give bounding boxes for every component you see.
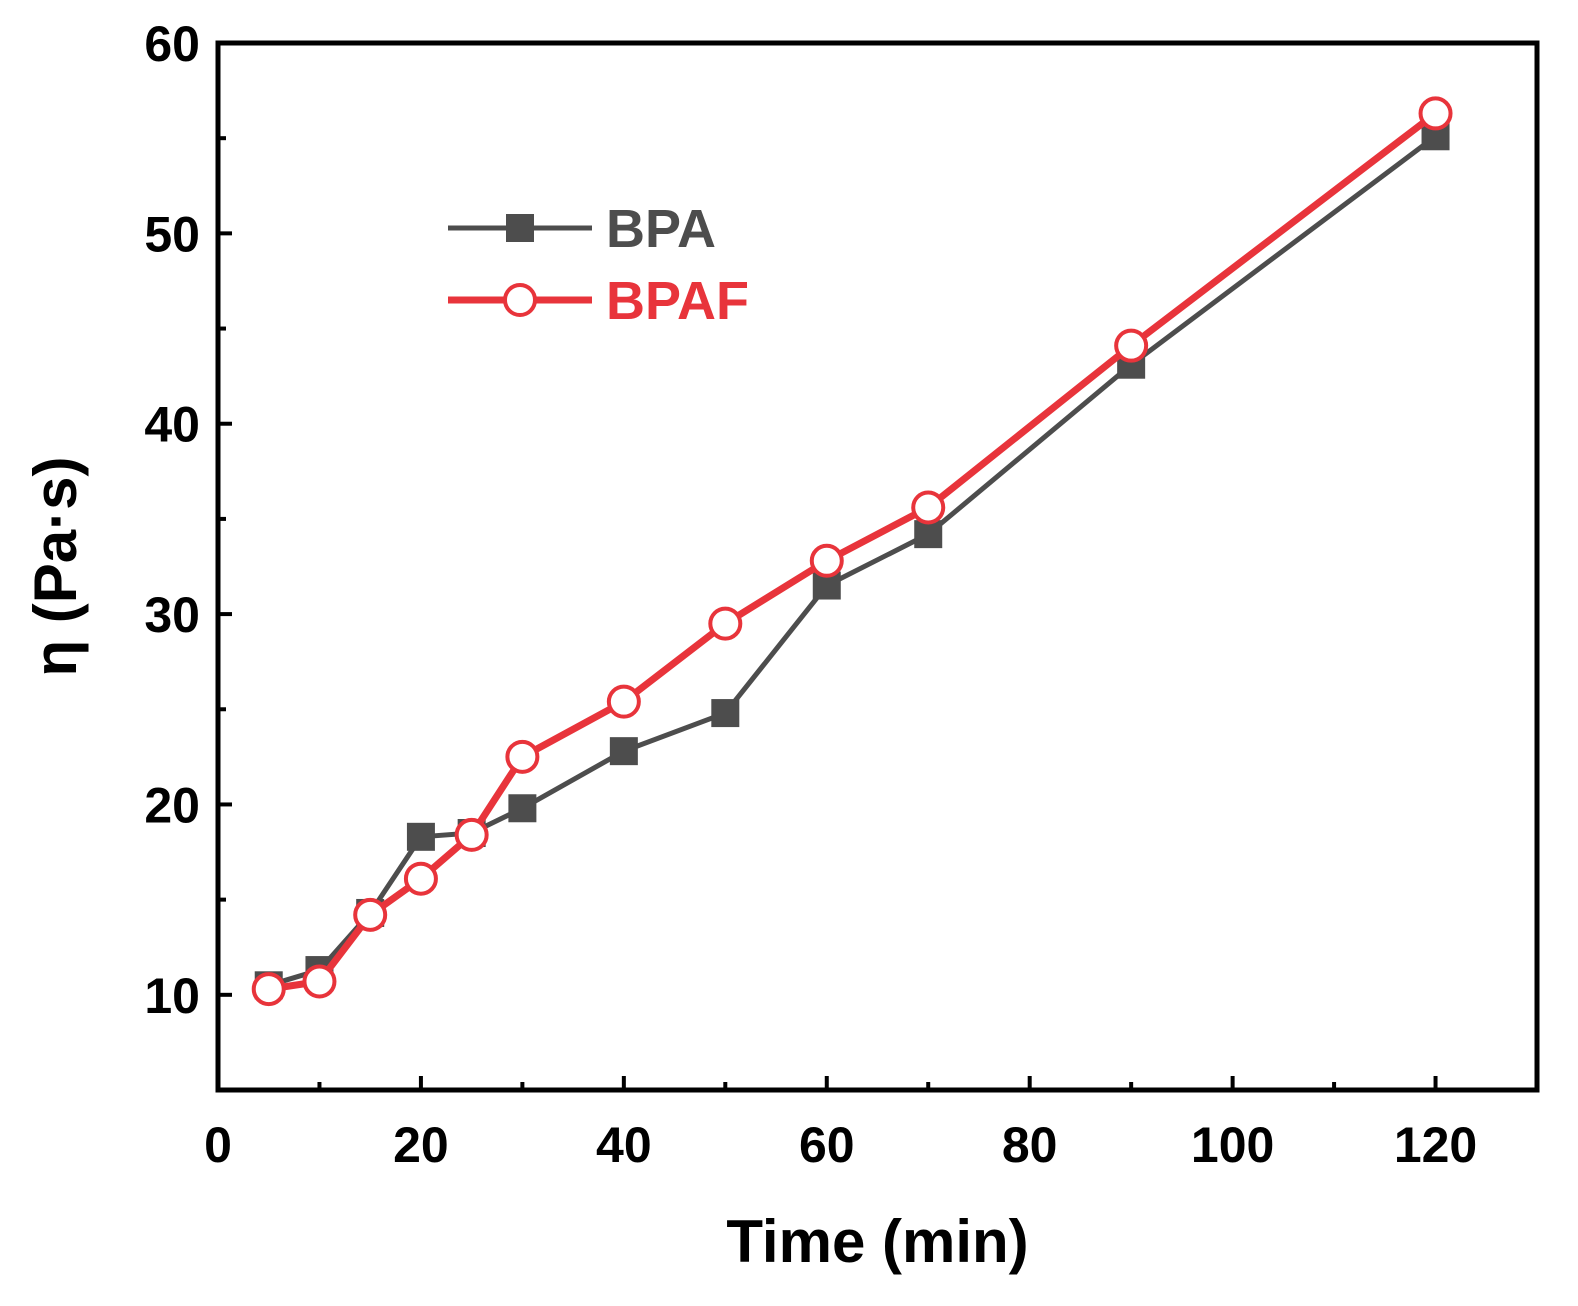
data-point-bpaf	[403, 861, 438, 896]
data-point-bpa	[914, 520, 943, 549]
data-point-bpaf	[251, 972, 286, 1007]
data-point-bpaf	[809, 543, 844, 578]
y-tick-label: 20	[144, 777, 200, 833]
axis-ticks: 0 20 40 60 80 100 120 10 20 30 40 50 60	[144, 16, 1477, 1173]
data-point-bpa	[711, 699, 740, 728]
data-point-bpaf	[302, 964, 337, 999]
legend: BPA BPAF	[448, 199, 749, 331]
series-bpaf	[251, 96, 1453, 1007]
plot-frame	[215, 40, 1540, 1093]
data-point-bpaf	[454, 817, 489, 852]
legend-label-bpaf: BPAF	[606, 271, 749, 331]
x-tick-label: 40	[596, 1117, 652, 1173]
data-point-bpa	[609, 737, 638, 766]
series-layer	[251, 96, 1453, 1007]
series-line-bpaf	[268, 110, 1438, 993]
legend-marker-bpaf	[503, 283, 537, 317]
y-tick-label: 10	[144, 968, 200, 1024]
x-tick-label: 100	[1191, 1117, 1274, 1173]
x-tick-label: 20	[393, 1117, 449, 1173]
data-point-bpaf	[606, 684, 641, 719]
y-tick-label: 60	[144, 16, 200, 72]
y-tick-label: 50	[144, 206, 200, 262]
legend-marker-bpa	[506, 214, 534, 242]
legend-item-bpaf: BPAF	[448, 271, 749, 331]
x-tick-label: 80	[1002, 1117, 1058, 1173]
data-point-bpa	[508, 794, 537, 823]
data-point-bpaf	[1114, 328, 1149, 363]
x-axis-title: Time (min)	[726, 1208, 1028, 1275]
y-tick-label: 30	[144, 587, 200, 643]
x-tick-label: 0	[204, 1117, 232, 1173]
y-tick-label: 40	[144, 397, 200, 453]
y-axis-title: η (Pa·s)	[22, 456, 89, 676]
data-point-bpaf	[911, 490, 946, 525]
legend-label-bpa: BPA	[606, 199, 716, 259]
data-point-bpaf	[1418, 96, 1453, 131]
legend-item-bpa: BPA	[448, 199, 716, 259]
x-tick-label: 120	[1394, 1117, 1477, 1173]
data-point-bpaf	[353, 897, 388, 932]
data-point-bpaf	[505, 739, 540, 774]
x-tick-label: 60	[799, 1117, 855, 1173]
data-point-bpa	[406, 822, 435, 851]
data-point-bpaf	[708, 606, 743, 641]
